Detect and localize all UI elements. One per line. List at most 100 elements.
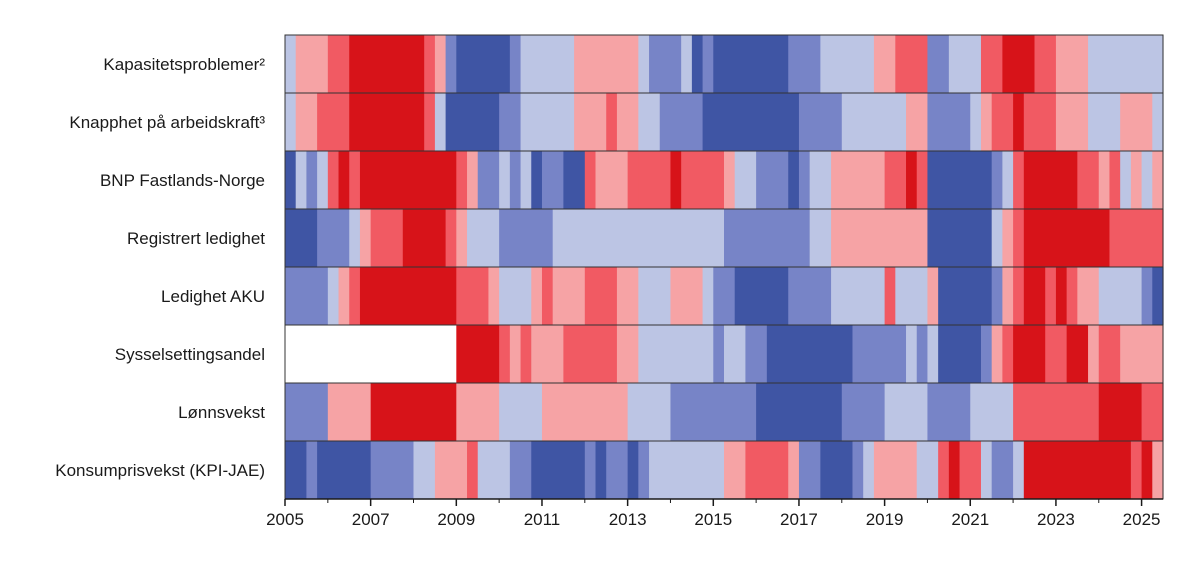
heatmap-cell xyxy=(606,93,618,151)
heatmap-cell xyxy=(1045,267,1057,325)
heatmap-cell xyxy=(670,151,682,209)
heatmap-cell xyxy=(991,325,1003,383)
heatmap-cell xyxy=(285,441,308,499)
heatmap-cell xyxy=(927,93,971,151)
heatmap-cell xyxy=(713,325,725,383)
heatmap-cell xyxy=(938,267,993,325)
heatmap-cell xyxy=(745,441,789,499)
heatmap-cell xyxy=(627,383,672,441)
heatmap-cell xyxy=(1152,441,1164,499)
heatmap-cell xyxy=(1002,151,1014,209)
heatmap-cell xyxy=(766,325,854,383)
heatmap-cell xyxy=(873,35,896,93)
heatmap-cell xyxy=(1023,93,1057,151)
heatmap-cell xyxy=(1130,441,1143,499)
heatmap-cell xyxy=(285,383,329,441)
heatmap-cell xyxy=(734,267,789,325)
heatmap-cell xyxy=(531,267,543,325)
heatmap-cell xyxy=(531,325,543,383)
heatmap-cell xyxy=(884,267,896,325)
heatmap-cell xyxy=(563,151,586,209)
heatmap-cell xyxy=(616,93,639,151)
heatmap-cell xyxy=(499,151,511,209)
heatmap-cell xyxy=(991,151,1003,209)
heatmap-cell xyxy=(1120,93,1153,151)
heatmap-cell xyxy=(327,35,350,93)
heatmap-cell xyxy=(509,325,522,383)
heatmap-cell xyxy=(1002,35,1036,93)
heatmap-cell xyxy=(798,151,811,209)
heatmap-cell xyxy=(745,325,768,383)
heatmap-cell xyxy=(595,441,607,499)
heatmap-cell xyxy=(1002,325,1014,383)
heatmap-cell xyxy=(724,151,736,209)
heatmap-cell xyxy=(831,151,886,209)
heatmap-cell xyxy=(295,93,318,151)
heatmap-cell xyxy=(906,267,929,325)
heatmap-cell xyxy=(873,441,918,499)
heatmap-cell xyxy=(1120,325,1143,383)
heatmap-cell xyxy=(627,441,639,499)
heatmap-cell xyxy=(606,441,629,499)
heatmap-cell xyxy=(327,267,340,325)
heatmap-cell xyxy=(1130,151,1143,209)
heatmap-cell xyxy=(1066,325,1089,383)
heatmap-cell xyxy=(713,35,789,93)
x-tick-label: 2021 xyxy=(951,510,989,529)
heatmap-cell xyxy=(456,267,490,325)
heatmap-cell xyxy=(980,93,993,151)
heatmap-cell xyxy=(831,267,886,325)
heatmap-cell xyxy=(434,441,468,499)
heatmap-cell xyxy=(1152,267,1164,325)
heatmap-cell xyxy=(724,441,747,499)
heatmap-cell xyxy=(467,209,500,267)
heatmap-cell xyxy=(1066,267,1078,325)
heatmap-cell xyxy=(638,151,672,209)
heatmap-cell xyxy=(798,441,821,499)
heatmap-cell xyxy=(681,35,693,93)
heatmap-cell xyxy=(895,35,929,93)
heatmap-cell xyxy=(638,441,650,499)
heatmap-cell xyxy=(327,151,340,209)
row-label: BNP Fastlands-Norge xyxy=(100,171,265,190)
heatmap-cell xyxy=(1120,151,1132,209)
heatmap-cell xyxy=(627,151,639,209)
heatmap-cell xyxy=(959,441,982,499)
heatmap-cell xyxy=(1141,383,1164,441)
heatmap-cell xyxy=(1034,35,1057,93)
heatmap-cell xyxy=(1023,151,1078,209)
heatmap-cell xyxy=(948,35,982,93)
heatmap-cell xyxy=(798,93,843,151)
heatmap-cell xyxy=(445,209,457,267)
heatmap-cell xyxy=(327,383,372,441)
x-tick-label: 2011 xyxy=(524,510,561,529)
x-tick-label: 2025 xyxy=(1123,510,1161,529)
heatmap-cell xyxy=(1098,151,1111,209)
x-axis: 2005 2007 2009 2011 2013 2015 2017 2019 2021 2023… xyxy=(266,498,1163,529)
heatmap-cell xyxy=(1152,93,1164,151)
heatmap-cell xyxy=(306,151,318,209)
heatmap-cell xyxy=(552,267,586,325)
heatmap-cell xyxy=(584,267,618,325)
heatmap-cell xyxy=(1088,93,1121,151)
heatmap-cell xyxy=(659,93,704,151)
heatmap-cell xyxy=(1055,35,1089,93)
heatmap-cell xyxy=(541,383,629,441)
heatmap-cell xyxy=(520,35,575,93)
x-tick-label: 2023 xyxy=(1037,510,1075,529)
heatmap-cell xyxy=(477,151,500,209)
heatmap-cell xyxy=(734,151,757,209)
heatmap-cell xyxy=(424,35,436,93)
x-tick-label: 2015 xyxy=(694,510,732,529)
heatmap-cell xyxy=(670,267,704,325)
heatmap-cell xyxy=(584,151,597,209)
heatmap-cell xyxy=(927,267,939,325)
heatmap-cell xyxy=(980,35,1003,93)
heatmap-cell xyxy=(788,441,800,499)
heatmap-cell xyxy=(1141,325,1164,383)
heatmap-cell xyxy=(1023,209,1111,267)
heatmap-cell xyxy=(616,267,639,325)
heatmap-cell xyxy=(317,151,329,209)
heatmap-cell xyxy=(1013,93,1025,151)
heatmap-cell xyxy=(349,151,361,209)
